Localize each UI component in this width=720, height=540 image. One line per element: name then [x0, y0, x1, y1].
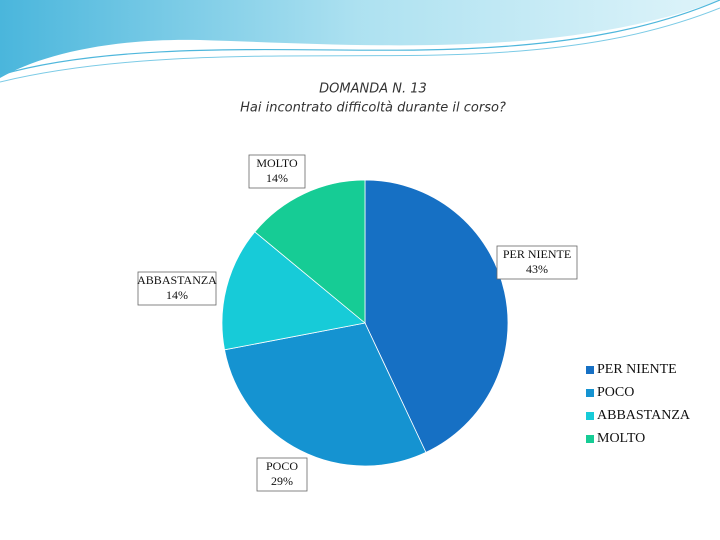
legend-label: POCO	[597, 385, 634, 400]
legend-label: ABBASTANZA	[597, 408, 691, 423]
data-label-category: MOLTO	[256, 156, 298, 170]
legend-label: MOLTO	[597, 431, 645, 446]
data-label-value: 14%	[266, 171, 288, 185]
legend-swatch	[586, 366, 594, 374]
data-label-category: POCO	[266, 459, 298, 473]
chart-title: DOMANDA N. 13	[319, 82, 427, 97]
data-label-value: 29%	[271, 474, 293, 488]
pie-slice	[364, 179, 509, 453]
data-label-value: 43%	[526, 262, 548, 276]
data-label-value: 14%	[166, 288, 188, 302]
pie-slice	[221, 231, 366, 351]
legend-swatch	[586, 412, 594, 420]
legend-swatch	[586, 435, 594, 443]
data-label-category: PER NIENTE	[503, 247, 571, 261]
pie-slice	[224, 322, 427, 467]
header-decoration	[0, 0, 720, 83]
legend-swatch	[586, 389, 594, 397]
data-label-box	[137, 271, 217, 306]
data-label-box	[496, 245, 578, 280]
data-label-box	[256, 457, 308, 492]
legend-label: PER NIENTE	[597, 362, 677, 377]
chart-subtitle: Hai incontrato difficoltà durante il cor…	[240, 101, 506, 116]
data-label-box	[248, 154, 306, 189]
pie-slice	[254, 179, 366, 324]
data-label-category: ABBASTANZA	[137, 273, 217, 287]
